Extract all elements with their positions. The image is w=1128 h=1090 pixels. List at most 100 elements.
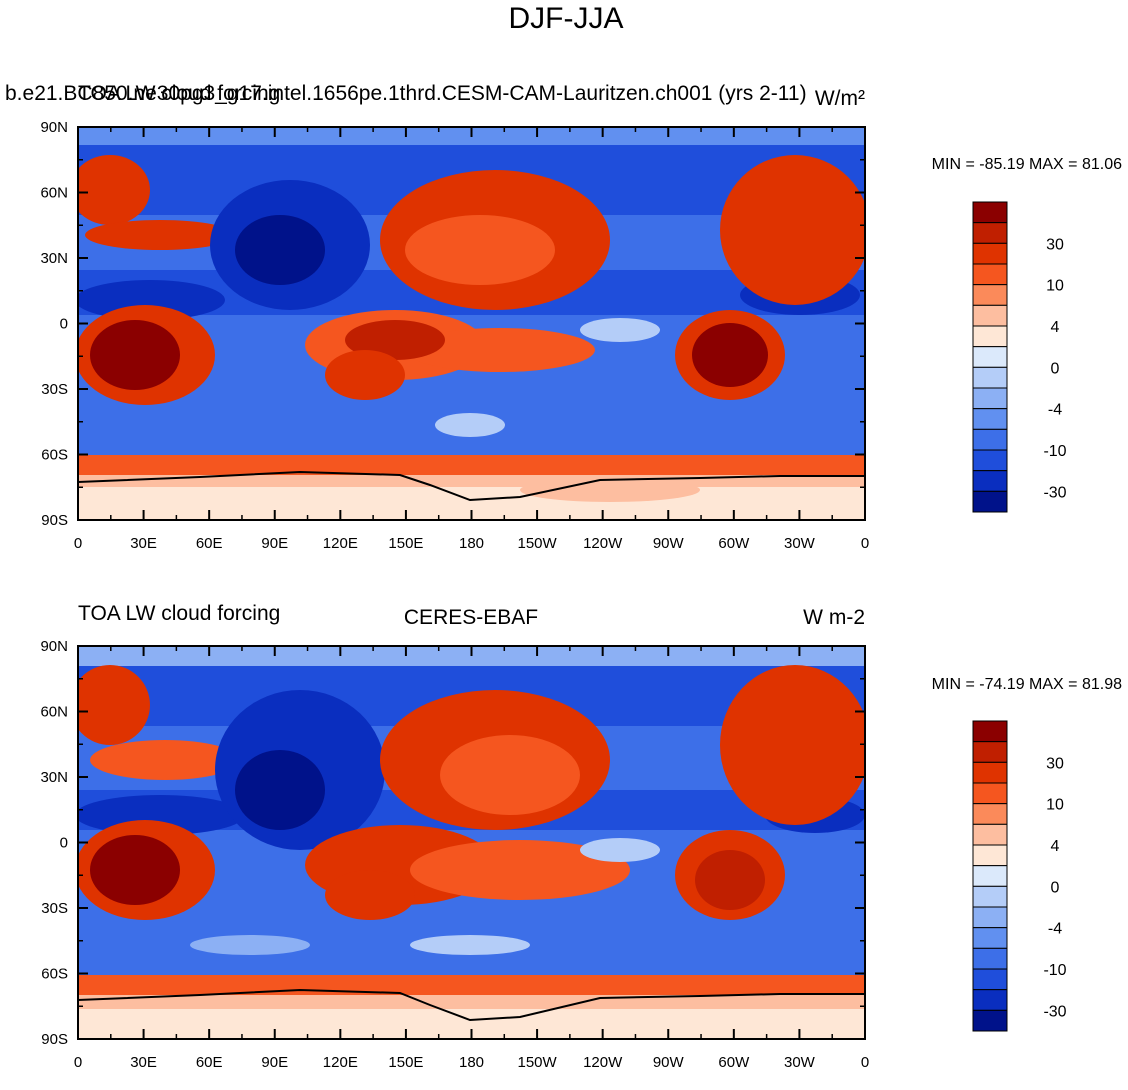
colorbar-swatch [972, 242, 1008, 265]
x-tick-label: 60W [718, 1054, 750, 1071]
x-tick-label: 30W [784, 535, 816, 552]
colorbar-label: 4 [1051, 838, 1060, 855]
colorbar-swatch [972, 201, 1008, 224]
panel-obs: 0 30E 60E 90E 120E 150E 180 150W 120W 90W 60W 30W 09… [40, 602, 1122, 1071]
x-tick-label: 120E [323, 1054, 358, 1071]
model-colorbar: 30 10 4 0 -4 -10 -30 [972, 201, 1067, 513]
colorbar-label: 0 [1051, 879, 1060, 896]
y-tick-label: 60S [41, 447, 68, 464]
colorbar-swatch [972, 222, 1008, 244]
x-tick-label: 60W [718, 535, 750, 552]
y-tick-label: 30S [41, 381, 68, 398]
x-tick-label: 150W [517, 535, 557, 552]
x-tick-label: 60E [196, 535, 223, 552]
colorbar-label: -30 [1043, 484, 1066, 501]
x-tick-label: 150E [388, 1054, 423, 1071]
x-tick-label: 90E [261, 535, 288, 552]
colorbar-swatch [972, 906, 1008, 929]
y-tick-label: 0 [60, 316, 68, 333]
colorbar-swatch [972, 741, 1008, 763]
colorbar-label: -4 [1048, 921, 1062, 938]
colorbar-swatch [972, 968, 1008, 991]
y-tick-label: 60N [40, 185, 68, 202]
colorbar-swatch [972, 989, 1008, 1011]
x-tick-label: 150E [388, 535, 423, 552]
model-units: W/m² [815, 87, 865, 110]
x-tick-label: 120W [583, 1054, 623, 1071]
x-tick-label: 150W [517, 1054, 557, 1071]
colorbar-swatch [972, 885, 1008, 908]
obs-left-title: TOA LW cloud forcing [78, 602, 280, 625]
x-tick-label: 60E [196, 1054, 223, 1071]
y-tick-label: 30N [40, 769, 68, 786]
x-tick-label: 90W [653, 1054, 685, 1071]
x-tick-label: 180 [459, 1054, 484, 1071]
colorbar-swatch [972, 1009, 1008, 1032]
x-tick-label: 0 [74, 1054, 82, 1071]
colorbar-label: 30 [1046, 755, 1064, 772]
x-tick-label: 90E [261, 1054, 288, 1071]
y-tick-label: 90S [41, 512, 68, 529]
x-tick-label: 120W [583, 535, 623, 552]
colorbar-swatch [972, 927, 1008, 949]
axis-ticks-obs: 0 30E 60E 90E 120E 150E 180 150W 120W 90W 60W 30W 09… [40, 638, 869, 1071]
map-field-model [78, 127, 865, 520]
model-center-title: b.e21.BC850.ne30pg3_g17.intel.1656pe.1th… [5, 82, 807, 105]
x-tick-label: 0 [74, 535, 82, 552]
colorbar-swatch [972, 325, 1008, 348]
y-tick-label: 30N [40, 250, 68, 267]
colorbar-swatch [972, 284, 1008, 306]
x-tick-label: 120E [323, 535, 358, 552]
x-tick-label: 30W [784, 1054, 816, 1071]
axis-ticks-model: 0 30E 60E 90E 120E 150E 180 150W 120W 90W 60W 30W 09… [40, 119, 869, 552]
y-tick-label: 0 [60, 835, 68, 852]
x-tick-label: 180 [459, 535, 484, 552]
model-min-max: MIN = -85.19 MAX = 81.06 [932, 156, 1122, 173]
colorbar-swatch [972, 366, 1008, 389]
colorbar-swatch [972, 803, 1008, 825]
obs-colorbar: 30 10 4 0 -4 -10 -30 [972, 720, 1067, 1032]
colorbar-swatch [972, 823, 1008, 846]
y-tick-label: 30S [41, 900, 68, 917]
y-tick-label: 60N [40, 704, 68, 721]
colorbar-label: 30 [1046, 236, 1064, 253]
colorbar-label: -10 [1043, 443, 1066, 460]
colorbar-swatch [972, 720, 1008, 743]
y-tick-label: 90N [40, 119, 68, 136]
colorbar-label: -10 [1043, 962, 1066, 979]
x-tick-label: 0 [861, 535, 869, 552]
colorbar-swatch [972, 490, 1008, 513]
colorbar-swatch [972, 844, 1008, 867]
colorbar-swatch [972, 470, 1008, 492]
obs-min-max: MIN = -74.19 MAX = 81.98 [932, 676, 1122, 693]
colorbar-label: -4 [1048, 402, 1062, 419]
x-tick-label: 30E [130, 535, 157, 552]
obs-center-title: CERES-EBAF [404, 606, 538, 629]
y-tick-label: 90S [41, 1031, 68, 1048]
colorbar-swatch [972, 387, 1008, 410]
x-tick-label: 30E [130, 1054, 157, 1071]
colorbar-swatch [972, 782, 1008, 805]
x-tick-label: 0 [861, 1054, 869, 1071]
colorbar-label: -30 [1043, 1003, 1066, 1020]
obs-units: W m-2 [803, 606, 865, 629]
colorbar-swatch [972, 263, 1008, 286]
model-left-title: TOA LW cloud forcing [78, 82, 280, 105]
panel-model: 0 30E 60E 90E 120E 150E 180 150W 120W 90W 60W 30W 09… [5, 82, 1122, 552]
colorbar-swatch [972, 304, 1008, 327]
x-tick-label: 90W [653, 535, 685, 552]
y-tick-label: 90N [40, 638, 68, 655]
colorbar-label: 10 [1046, 797, 1064, 814]
colorbar-swatch [972, 449, 1008, 472]
map-field-obs [78, 646, 865, 1039]
colorbar-swatch [972, 865, 1008, 887]
colorbar-swatch [972, 761, 1008, 784]
colorbar-label: 0 [1051, 360, 1060, 377]
colorbar-swatch [972, 428, 1008, 451]
y-tick-label: 60S [41, 966, 68, 983]
colorbar-label: 10 [1046, 278, 1064, 295]
colorbar-label: 4 [1051, 319, 1060, 336]
page-title: DJF-JJA [509, 2, 624, 35]
colorbar-swatch [972, 947, 1008, 970]
